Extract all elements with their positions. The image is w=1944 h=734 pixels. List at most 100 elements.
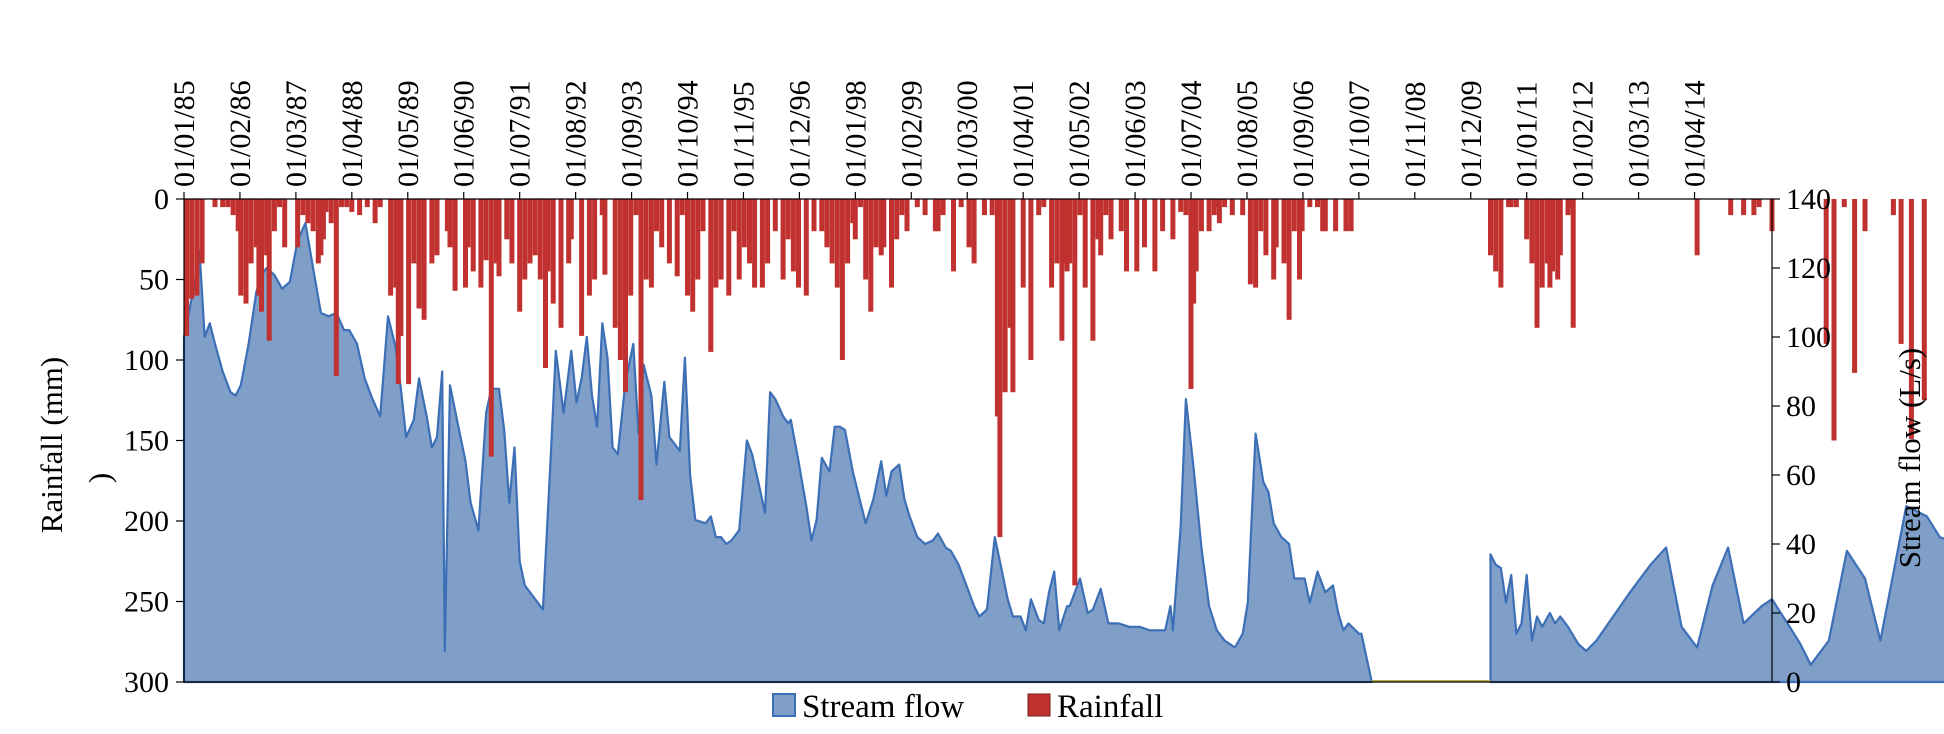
rainfall-bar [1067, 199, 1073, 264]
rainfall-bar [726, 199, 732, 296]
rainfall-bar [1333, 199, 1339, 232]
left-y-tick-label: 50 [139, 264, 169, 297]
right-y-tick-layer: 0 20 40 60 80 100 120 140 [1772, 183, 1831, 699]
x-tick-label: 01/09/93 [616, 80, 649, 187]
x-tick-label: 01/09/06 [1287, 80, 1320, 187]
rainfall-bar [1508, 199, 1514, 208]
rainfall-bar [713, 199, 719, 288]
rainfall-bar [1291, 199, 1297, 232]
rainfall-bar [1059, 199, 1065, 341]
rainfall-bar [829, 199, 835, 264]
rainfall-bar [1286, 199, 1292, 320]
rainfall-bar [599, 199, 605, 216]
rainfall-bar [545, 199, 551, 272]
left-y-tick-label: 100 [124, 344, 169, 377]
rainfall-bar [1823, 199, 1829, 344]
rainfall-bar [1191, 199, 1197, 304]
rainfall-bar [1539, 199, 1545, 288]
rainfall-bar [478, 199, 484, 288]
rainfall-bar [1082, 199, 1088, 288]
rainfall-bar [465, 199, 471, 248]
rainfall-bar [1214, 199, 1220, 208]
rainfall-bar [266, 199, 272, 341]
rainfall-bar [1010, 199, 1016, 393]
rainfall-bar [1862, 199, 1868, 232]
rainfall-bar [881, 199, 887, 248]
rainfall-bar [935, 199, 941, 232]
rainfall-bar [1498, 199, 1504, 288]
x-tick-label: 01/06/03 [1119, 80, 1152, 187]
rainfall-bar [889, 199, 894, 288]
stream-flow-area-layer [182, 222, 1944, 684]
rainfall-bar [1160, 199, 1166, 232]
rainfall-bar [1694, 199, 1700, 256]
x-tick-label: 01/04/01 [1007, 80, 1040, 187]
rainfall-bar [1751, 199, 1757, 216]
rainfall-bar [282, 199, 288, 248]
rainfall-bar [1506, 199, 1512, 208]
rainfall-bar [852, 199, 858, 240]
rainfall-bar [666, 199, 672, 264]
x-tick-label: 01/12/96 [783, 80, 816, 187]
rainfall-bar [966, 199, 972, 248]
rainfall-bar [736, 199, 742, 280]
rainfall-bar [628, 199, 634, 296]
rainfall-bar [1841, 199, 1847, 208]
legend: Stream flow Rainfall [772, 689, 1163, 725]
rainfall-bar [566, 199, 572, 264]
rainfall-bar [256, 199, 262, 296]
rainfall-bar [932, 199, 938, 232]
rainfall-bar [395, 199, 401, 385]
rainfall-bar [259, 199, 264, 312]
rainfall-bar [1098, 199, 1104, 256]
rainfall-bar [243, 199, 249, 304]
right-y-tick-label: 140 [1786, 183, 1831, 216]
rainfall-bar [199, 199, 205, 264]
rainfall-bar [586, 199, 592, 296]
x-tick-label: 01/03/87 [280, 80, 313, 187]
x-tick-label: 01/10/07 [1343, 80, 1376, 187]
rainfall-bar [532, 199, 538, 256]
rainfall-bar [398, 199, 404, 336]
rainfall-bar [1273, 199, 1279, 248]
rainfall-bar [550, 199, 556, 304]
rainfall-bar [796, 199, 801, 288]
rainfall-bar [858, 199, 863, 208]
x-tick-label: 01/06/90 [448, 80, 481, 187]
rainfall-bar [785, 199, 791, 240]
rainfall-bar [483, 199, 489, 261]
rainfall-bar [1198, 199, 1204, 232]
rainfall-bar [1020, 199, 1026, 288]
rainfall-bar [388, 199, 394, 296]
legend-label-stream-flow: Stream flow [802, 689, 964, 725]
x-tick-label: 01/07/04 [1175, 80, 1208, 187]
rainfall-bar [1299, 199, 1305, 232]
rainfall-bar [1247, 199, 1253, 285]
x-tick-label: 01/05/02 [1063, 80, 1096, 187]
rainfall-bar [1756, 199, 1762, 208]
rainfall-bar [1170, 199, 1176, 240]
rainfall-bar [1343, 199, 1349, 232]
rainfall-bar [323, 199, 329, 212]
legend-swatch-stream-flow [772, 693, 796, 717]
rainfall-bar [718, 199, 724, 280]
rainfall-bar [1222, 199, 1228, 208]
rainfall-bar [922, 199, 928, 216]
rainfall-bar [377, 199, 383, 208]
rainfall-bar [765, 199, 771, 264]
rainfall-bar [537, 199, 543, 280]
rainfall-bar [429, 199, 435, 264]
rainfall-bar [1062, 199, 1067, 264]
rainfall-bar [1348, 199, 1354, 232]
rainfall-bar [470, 199, 476, 272]
rainfall-bar [1263, 199, 1269, 256]
rainfall-bar [1077, 199, 1083, 216]
rainfall-bar [310, 199, 316, 232]
rainfall-bar [372, 199, 378, 224]
rainfall-bar [958, 199, 964, 208]
rainfall-bar [543, 199, 548, 368]
rainfall-bar [517, 199, 523, 312]
rainfall-bar [824, 199, 830, 248]
rainfall-bar [1534, 199, 1540, 328]
x-tick-label: 01/02/12 [1567, 80, 1600, 187]
